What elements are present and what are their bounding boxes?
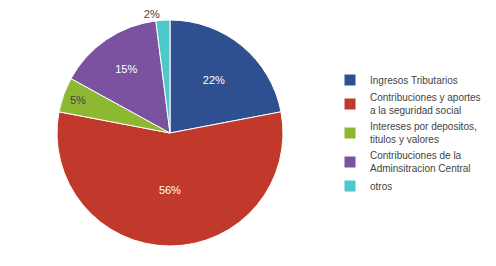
svg-text:Intereses por depositos,titulo: Intereses por depositos,titulos y valore… xyxy=(370,121,477,145)
svg-text:5%: 5% xyxy=(70,94,86,106)
svg-text:Contribuciones de laAdminsitra: Contribuciones de laAdminsitracion Centr… xyxy=(370,150,471,174)
svg-text:15%: 15% xyxy=(115,63,137,75)
svg-text:56%: 56% xyxy=(159,184,181,196)
svg-text:2%: 2% xyxy=(144,8,160,20)
svg-text:otros: otros xyxy=(370,181,392,192)
svg-text:Contribuciones y aportesa la s: Contribuciones y aportesa la seguridad s… xyxy=(370,92,481,116)
svg-text:Ingresos Tributarios: Ingresos Tributarios xyxy=(370,75,458,86)
svg-text:22%: 22% xyxy=(203,74,225,86)
